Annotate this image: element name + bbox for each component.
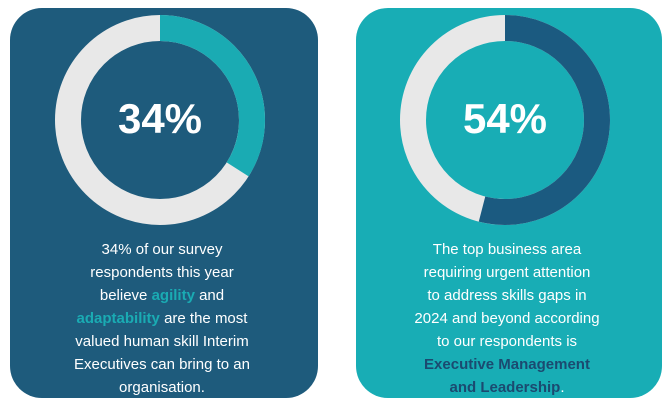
caption-text: Executive Management <box>424 356 590 373</box>
caption-text: to address skills gaps in <box>427 287 586 304</box>
caption-text: respondents this year <box>90 264 233 281</box>
card: 34% 34% of our survey respondents this yea… <box>10 8 318 398</box>
caption-line: respondents this year <box>90 264 233 281</box>
caption-text: 2024 and beyond according <box>414 310 599 327</box>
caption-line: adaptability are the most <box>77 310 249 327</box>
caption-line: to address skills gaps in <box>427 287 586 304</box>
caption-line: Executives can bring to an <box>74 356 250 373</box>
caption-text: Executives can bring to an <box>74 356 250 373</box>
center-label: 34% <box>118 95 202 142</box>
caption-text: are the most <box>160 310 248 327</box>
caption-text: requiring urgent attention <box>424 264 591 281</box>
caption-line: requiring urgent attention <box>424 264 591 281</box>
caption-line: The top business area <box>433 241 582 258</box>
caption-text: and Leadership <box>449 379 560 396</box>
caption-text: 34% of our survey <box>102 241 223 258</box>
card: 54% The top business area requiring urgent… <box>356 8 662 398</box>
caption-text: and <box>195 287 224 304</box>
caption-text: adaptability <box>77 310 161 327</box>
center-label: 54% <box>463 95 547 142</box>
caption-line: 2024 and beyond according <box>414 310 599 327</box>
caption-line: organisation. <box>119 379 205 396</box>
caption-line: valued human skill Interim <box>75 333 248 350</box>
caption-line: to our respondents is <box>437 333 577 350</box>
caption-line: and Leadership. <box>449 379 564 396</box>
caption-line: 34% of our survey <box>102 241 223 258</box>
caption-text: . <box>560 379 564 396</box>
caption-text: believe <box>100 287 152 304</box>
donut-arc <box>400 15 610 225</box>
caption-text: valued human skill Interim <box>75 333 248 350</box>
caption-text: organisation. <box>119 379 205 396</box>
caption-text: agility <box>152 287 196 304</box>
caption-text: to our respondents is <box>437 333 577 350</box>
caption-line: believe agility and <box>100 287 224 304</box>
donut-arc <box>55 15 265 225</box>
caption-line: Executive Management <box>424 356 590 373</box>
caption-text: The top business area <box>433 241 582 258</box>
